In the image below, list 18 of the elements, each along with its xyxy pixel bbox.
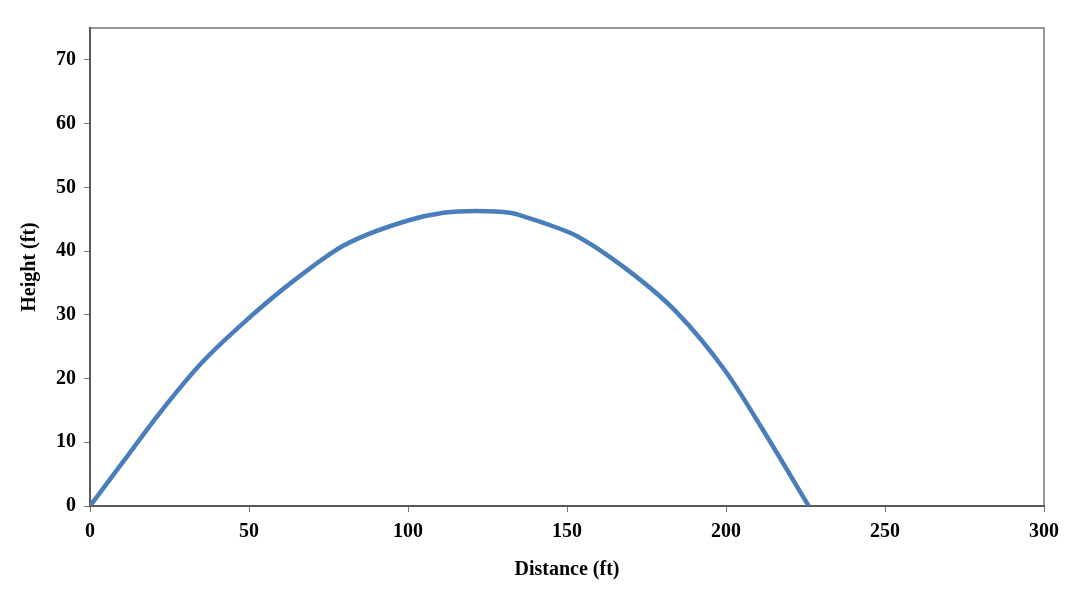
y-tick-label: 30 [56, 301, 76, 324]
x-tick-label: 100 [393, 519, 423, 542]
x-tick-label: 300 [1029, 519, 1059, 542]
y-tick-label: 10 [56, 429, 76, 452]
y-tick-label: 40 [56, 238, 76, 261]
y-tick-label: 70 [56, 47, 76, 70]
y-tick-label: 50 [56, 174, 76, 197]
x-tick-label: 50 [239, 519, 259, 542]
y-axis-title: Height (ft) [17, 222, 41, 312]
y-tick-label: 60 [56, 110, 76, 133]
x-tick-label: 0 [85, 519, 95, 542]
x-tick-label: 200 [711, 519, 741, 542]
y-tick-label: 20 [56, 365, 76, 388]
y-tick-label: 0 [66, 493, 76, 516]
x-axis-title: Distance (ft) [514, 557, 620, 581]
line-series [90, 208, 811, 506]
x-tick-label: 150 [552, 519, 582, 542]
x-tick-label: 250 [870, 519, 900, 542]
